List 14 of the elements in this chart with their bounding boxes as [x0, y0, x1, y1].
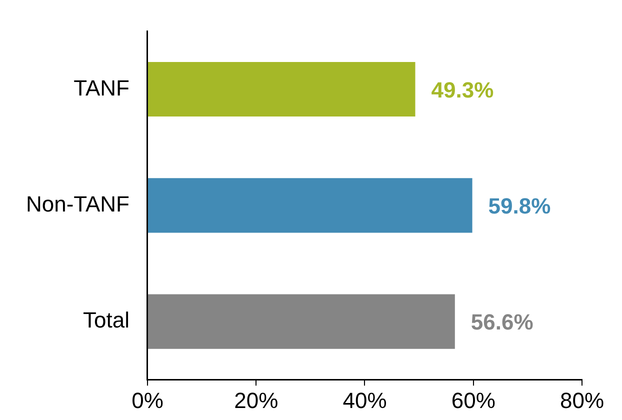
x-tick-label: 80%	[560, 388, 604, 413]
y-tick-label: Non-TANF	[26, 191, 130, 216]
data-label: 59.8%	[488, 193, 551, 218]
x-tick-label: 20%	[234, 388, 278, 413]
x-tick-label: 60%	[451, 388, 496, 413]
bar	[148, 178, 472, 233]
data-label: 49.3%	[431, 77, 494, 102]
data-label: 56.6%	[470, 310, 534, 335]
bar	[148, 62, 416, 117]
x-tick-label: 0%	[132, 388, 164, 413]
bar	[148, 294, 455, 349]
y-tick-label: TANF	[74, 75, 130, 100]
y-tick-label: Total	[83, 308, 130, 333]
x-tick-label: 40%	[342, 388, 387, 413]
